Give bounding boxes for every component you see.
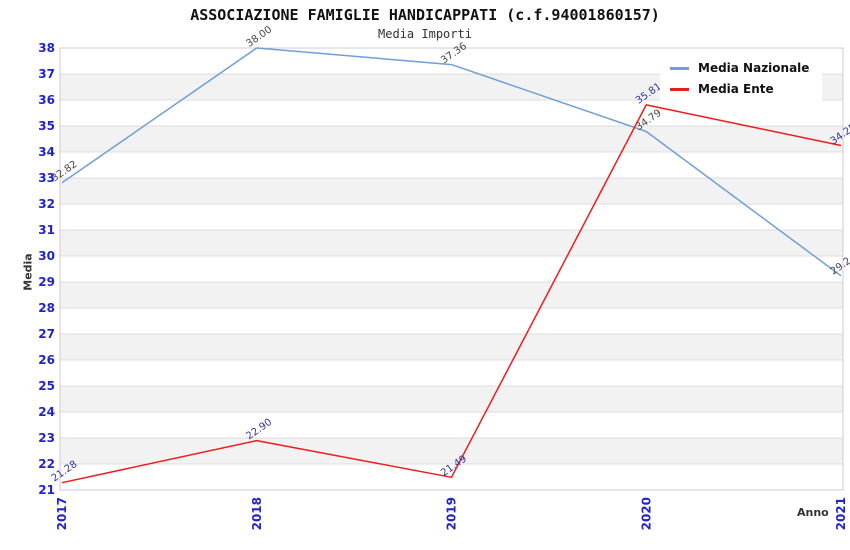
legend-label: Media Nazionale bbox=[698, 61, 810, 75]
y-tick-label: 38 bbox=[38, 41, 55, 55]
y-tick-label: 28 bbox=[38, 301, 55, 315]
grid-band bbox=[60, 438, 843, 464]
point-label-media-nazionale: 37.36 bbox=[439, 41, 469, 66]
y-tick-label: 33 bbox=[38, 171, 55, 185]
legend-swatch-icon bbox=[670, 66, 689, 70]
chart-title: ASSOCIAZIONE FAMIGLIE HANDICAPPATI (c.f.… bbox=[190, 6, 660, 24]
y-tick-label: 32 bbox=[38, 197, 55, 211]
y-tick-label: 25 bbox=[38, 379, 55, 393]
legend-swatch-icon bbox=[670, 87, 689, 91]
y-tick-label: 21 bbox=[38, 483, 55, 497]
grid-band bbox=[60, 126, 843, 152]
y-tick-label: 22 bbox=[38, 457, 55, 471]
grid-band bbox=[60, 178, 843, 204]
y-axis-title: Media bbox=[21, 253, 35, 291]
y-tick-label: 26 bbox=[38, 353, 55, 367]
grid-band bbox=[60, 334, 843, 360]
plot-border bbox=[59, 47, 844, 491]
y-tick-label: 36 bbox=[38, 93, 55, 107]
y-tick-label: 24 bbox=[38, 405, 55, 419]
legend-item-media-ente: Media Ente bbox=[670, 82, 822, 96]
series-line-media-nazionale bbox=[61, 47, 842, 277]
y-tick-label: 37 bbox=[38, 67, 55, 81]
x-tick-label: 2018 bbox=[250, 497, 264, 530]
chart-subtitle: Media Importi bbox=[378, 27, 472, 41]
x-tick-label: 2019 bbox=[445, 497, 459, 530]
y-tick-label: 35 bbox=[38, 119, 55, 133]
y-tick-label: 34 bbox=[38, 145, 55, 159]
x-axis-title: Anno bbox=[797, 506, 829, 519]
grid-band bbox=[60, 386, 843, 412]
series-line-media-ente bbox=[61, 104, 842, 484]
x-tick-label: 2021 bbox=[834, 497, 848, 530]
legend: Media Nazionale Media Ente bbox=[660, 56, 822, 101]
y-tick-label: 27 bbox=[38, 327, 55, 341]
y-tick-label: 30 bbox=[38, 249, 55, 263]
grid-band bbox=[60, 230, 843, 256]
point-label-media-nazionale: 38.00 bbox=[244, 24, 274, 49]
grid-band bbox=[60, 282, 843, 308]
x-tick-label: 2017 bbox=[55, 497, 69, 530]
legend-item-media-nazionale: Media Nazionale bbox=[670, 61, 822, 75]
y-tick-label: 29 bbox=[38, 275, 55, 289]
y-tick-label: 31 bbox=[38, 223, 55, 237]
y-tick-label: 23 bbox=[38, 431, 55, 445]
legend-label: Media Ente bbox=[698, 82, 774, 96]
x-tick-label: 2020 bbox=[639, 497, 653, 530]
